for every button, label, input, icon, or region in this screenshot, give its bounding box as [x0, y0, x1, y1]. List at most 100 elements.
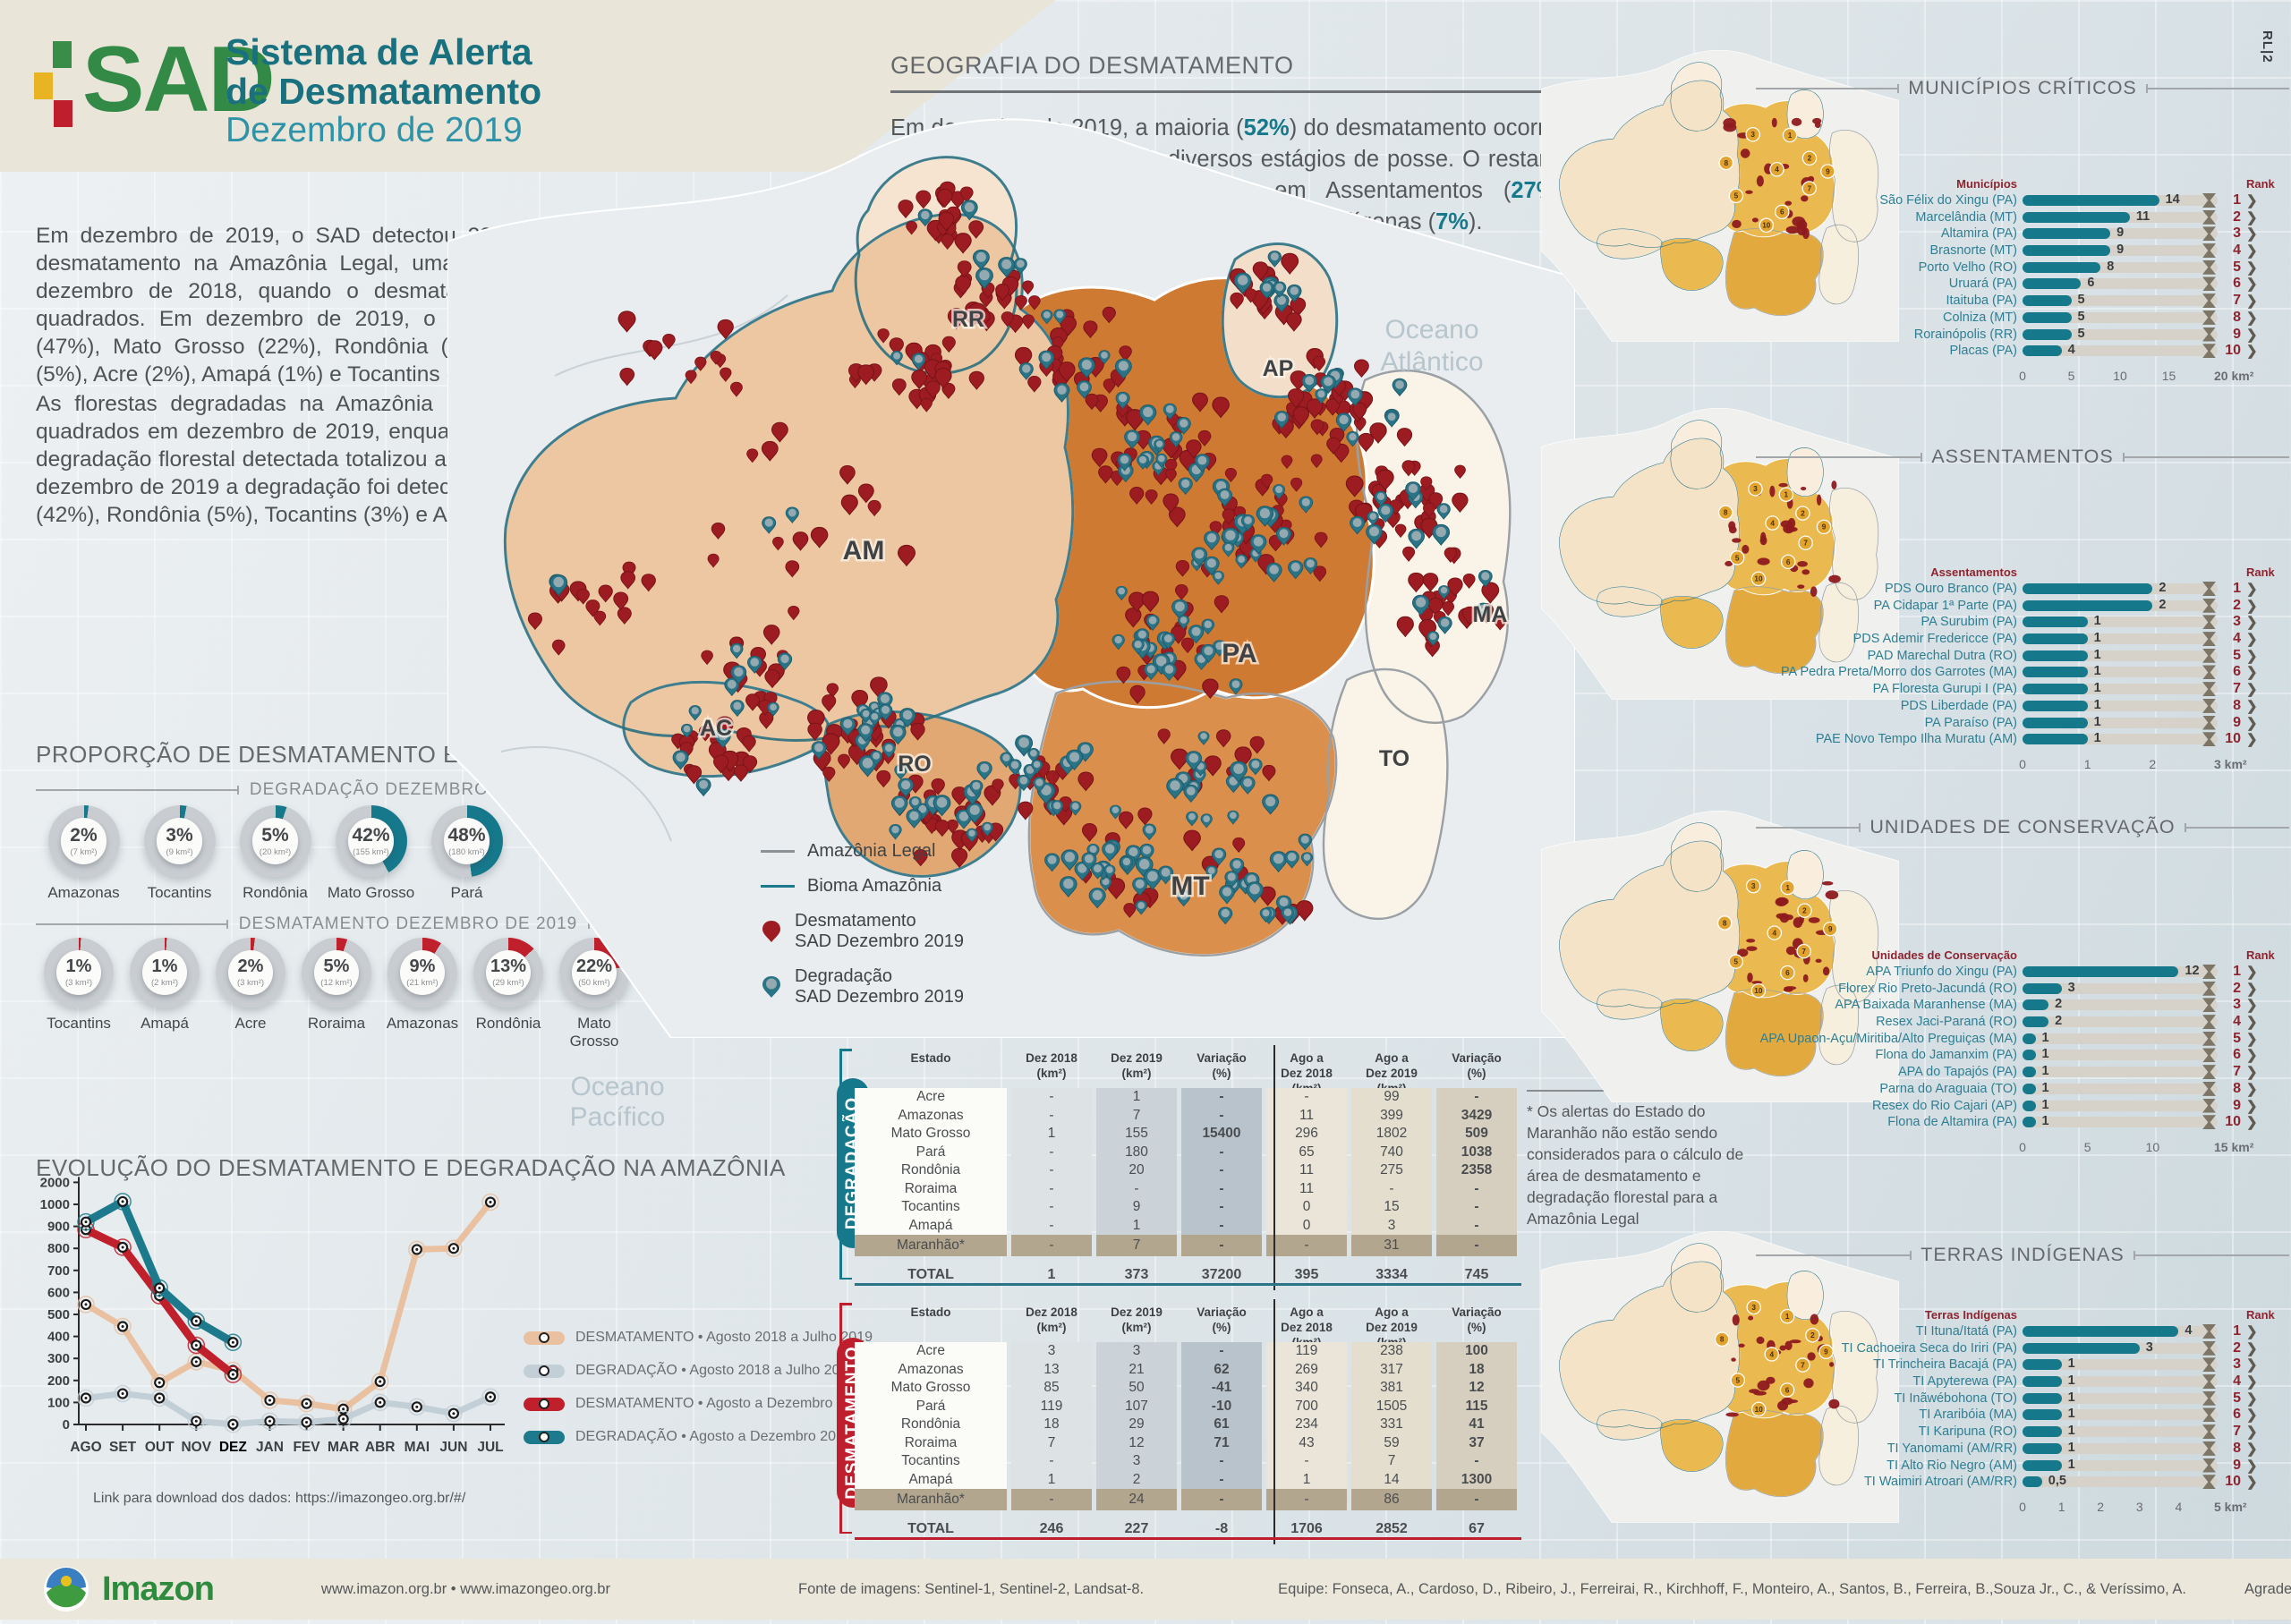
title-subtitle: Dezembro de 2019 [226, 111, 523, 149]
ranking-end-marker-icon [2202, 1407, 2216, 1423]
table-cell: 3 [1096, 1342, 1177, 1361]
table-cell: 1505 [1351, 1397, 1432, 1416]
ranking-row: TI Alto Rio Negro (AM) 1 9 ❯ [1756, 1457, 2289, 1474]
ranking-item-label: PAD Marechal Dutra (RO) [1867, 648, 2017, 663]
donut-state-label: Tocantins [147, 884, 212, 901]
ranking-bar-track: 1 [2023, 664, 2218, 680]
table-total-cell: 67 [1469, 1521, 1485, 1536]
ranking-bar [2023, 345, 2062, 357]
footer-urls[interactable]: www.imazon.org.br • www.imazongeo.org.br [320, 1580, 610, 1597]
ranking-row: Brasnorte (MT) 9 4 ❯ [1756, 242, 2289, 259]
amazonia-legal-line-icon [761, 850, 795, 853]
ranking-row: São Félix do Xingu (PA) 14 1 ❯ [1756, 192, 2289, 209]
table-row-state: Acre [855, 1088, 1007, 1107]
chevron-right-icon: ❯ [2246, 1081, 2258, 1097]
ranking-bar-track: 4 [2023, 343, 2218, 359]
ranking-rank-number: 1 [2233, 1323, 2241, 1339]
ranking-item-label: São Félix do Xingu (PA) [1879, 193, 2017, 208]
ranking-bar [2023, 734, 2088, 745]
donut-area: (7 km²) [70, 846, 98, 857]
evolution-legend: DESMATAMENTO • Agosto 2018 a Julho 2019 D… [524, 1330, 873, 1445]
download-link[interactable]: Link para download dos dados: https://im… [93, 1491, 466, 1506]
table-cell: 13 [1011, 1360, 1092, 1379]
ranking-rank-label: Rank [2246, 565, 2275, 579]
donut-area: (29 km²) [492, 978, 524, 989]
ranking-row: Resex Jaci-Paraná (RO) 2 4 ❯ [1756, 1014, 2289, 1031]
svg-text:PA: PA [1222, 639, 1256, 668]
svg-text:6: 6 [1785, 1386, 1790, 1394]
ranking-row: Altamira (PA) 9 3 ❯ [1756, 225, 2289, 242]
svg-text:1: 1 [1784, 491, 1789, 499]
ranking-bar [2023, 1326, 2179, 1338]
table-cell: - [1011, 1161, 1092, 1180]
svg-text:OUT: OUT [145, 1440, 175, 1455]
donut-percent: 2% [237, 957, 264, 977]
table-cell: 107 [1096, 1397, 1177, 1416]
ranking-bar-track: 1 [2023, 1114, 2218, 1130]
donut-Amazonas: 9% (21 km²) Amazonas [379, 938, 465, 1050]
ranking-end-marker-icon [2202, 1324, 2216, 1339]
chevron-right-icon: ❯ [2246, 615, 2258, 631]
ranking-end-marker-icon [2202, 981, 2216, 996]
ranking-value: 1 [2041, 1080, 2049, 1095]
ranking-chart: Terras Indígenas Rank TI Ituna/Itatá (PA) 4… [1756, 1306, 2289, 1514]
donut-Rondônia: 5% (20 km²) Rondônia [227, 805, 323, 902]
ranking-title: MUNICÍPIOS CRÍTICOS [1756, 77, 2290, 99]
ranking-row: TI Araribóia (MA) 1 6 ❯ [1756, 1407, 2289, 1424]
ranking-rank-number: 7 [2233, 1064, 2241, 1080]
chevron-right-icon: ❯ [2246, 193, 2258, 209]
table-row-state: Pará [855, 1397, 1007, 1416]
table-header: Estado [910, 1305, 951, 1319]
donut-area: (50 km²) [578, 978, 610, 989]
ranking-value: 1 [2041, 1114, 2049, 1129]
ranking-section-3: UNIDADES DE CONSERVAÇÃO Unidades de Conse… [1756, 816, 2289, 1154]
chevron-right-icon: ❯ [2246, 732, 2258, 748]
table-cell: - [1181, 1143, 1262, 1161]
logo-text: SAD [82, 28, 276, 132]
table-cell: 399 [1351, 1106, 1432, 1125]
ranking-item-label: TI Inãwébohona (TO) [1894, 1390, 2017, 1406]
ranking-row: Florex Rio Preto-Jacundá (RO) 3 2 ❯ [1756, 980, 2289, 997]
ranking-bar [2023, 1392, 2062, 1404]
ranking-rank-number: 9 [2233, 714, 2241, 730]
table-total-cell: 1706 [1290, 1521, 1323, 1536]
ranking-value: 1 [2067, 1424, 2075, 1439]
ranking-bar-track: 1 [2023, 1441, 2218, 1456]
ranking-item-label: Marcelândia (MT) [1915, 209, 2017, 225]
ranking-bar [2023, 650, 2088, 661]
ranking-rank-number: 2 [2233, 1339, 2241, 1356]
ranking-item-label: Florex Rio Preto-Jacundá (RO) [1838, 981, 2017, 996]
ranking-bar [2023, 311, 2072, 323]
desmatamento-subtitle: DESMATAMENTO DEZEMBRO DE 2019 [238, 914, 578, 933]
ranking-value: 1 [2041, 1047, 2049, 1062]
ranking-chart: Assentamentos Rank PDS Ouro Branco (PA) 2 1 ❯… [1756, 564, 2289, 771]
table-cell: 1300 [1436, 1470, 1517, 1489]
ranking-title-text: MUNICÍPIOS CRÍTICOS [1908, 77, 2137, 98]
chevron-right-icon: ❯ [2246, 1424, 2258, 1441]
table-cell: - [1181, 1452, 1262, 1471]
table-cell: 119 [1266, 1342, 1347, 1361]
ranking-axis-row: 0 5 10 15 km² [1756, 1131, 2289, 1154]
ranking-bar-track: 2 [2023, 997, 2218, 1013]
chevron-right-icon: ❯ [2246, 1340, 2258, 1356]
amazon-map: RR AP AM PA MA AC RO MT TO Oceano Atlântico Amazôn… [447, 107, 1576, 1039]
svg-text:FEV: FEV [293, 1440, 320, 1455]
ranking-chart: Municípios Rank São Félix do Xingu (PA) 14 1… [1756, 175, 2289, 383]
ranking-value: 8 [2107, 259, 2115, 274]
ranking-bar-track: 1 [2023, 1390, 2218, 1406]
table-row-state: Roraima [855, 1179, 1007, 1198]
table-cell: 3 [1351, 1216, 1432, 1235]
chevron-right-icon: ❯ [2246, 698, 2258, 714]
ranking-item-label: PDS Liberdade (PA) [1900, 698, 2017, 713]
ranking-axis-row: 0 1 2 3 4 5 km² [1756, 1491, 2289, 1514]
ranking-bar-track: 2 [2023, 598, 2218, 613]
ranking-bar [2023, 228, 2111, 240]
chevron-right-icon: ❯ [2246, 715, 2258, 731]
svg-text:6: 6 [1786, 558, 1791, 566]
ranking-item-label: PA Floresta Gurupi I (PA) [1872, 682, 2017, 697]
ranking-bar [2023, 328, 2072, 340]
axis-tick: 2 [2097, 1499, 2105, 1514]
ranking-row: Resex do Rio Cajari (AP) 1 9 ❯ [1756, 1097, 2289, 1114]
table-total-cell: 246 [1039, 1521, 1064, 1536]
